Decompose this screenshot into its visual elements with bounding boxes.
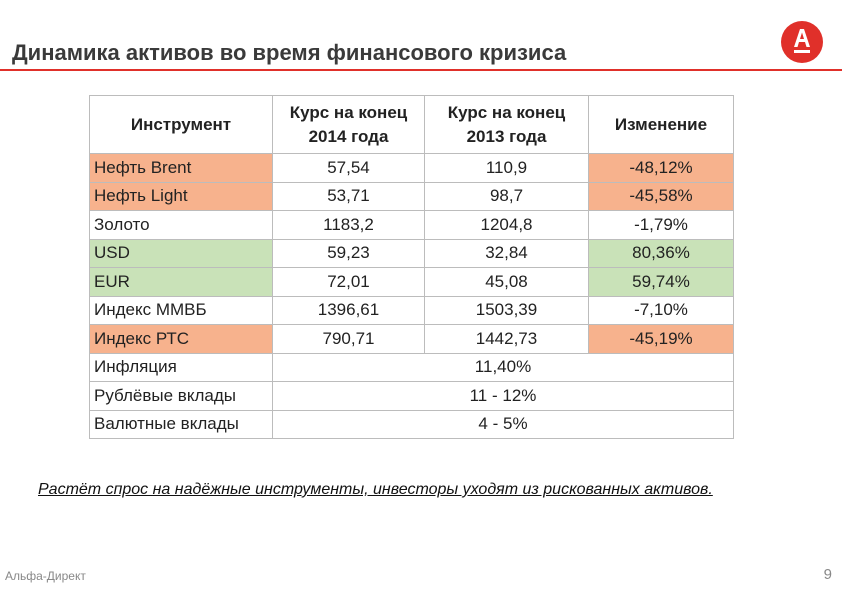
cell: 57,54 [272,153,425,183]
table-row: Нефть Light 53,71 98,7 -45,58% [89,181,734,211]
row-label: Инфляция [89,352,273,382]
cell: 1442,73 [424,324,589,354]
row-label: USD [89,238,273,268]
row-label: EUR [89,267,273,297]
cell: 4 - 5% [272,409,734,439]
cell: -1,79% [588,210,734,240]
cell: 98,7 [424,181,589,211]
cell: 790,71 [272,324,425,354]
cell: -45,19% [588,324,734,354]
page-number: 9 [823,566,832,583]
table-row: Инфляция 11,40% [89,352,734,382]
cell: 1503,39 [424,295,589,325]
cell: 32,84 [424,238,589,268]
cell: 45,08 [424,267,589,297]
footer-brand: Альфа-Директ [5,569,86,583]
cell: 72,01 [272,267,425,297]
row-label: Нефть Brent [89,153,273,183]
cell: 1204,8 [424,210,589,240]
cell: 11,40% [272,352,734,382]
table-row: USD 59,23 32,84 80,36% [89,238,734,268]
table-row: Золото 1183,2 1204,8 -1,79% [89,210,734,240]
assets-table: Инструмент Курс на конец 2014 года Курс на… [89,95,734,439]
cell: 80,36% [588,238,734,268]
row-label: Индекс ММВБ [89,295,273,325]
row-label: Индекс РТС [89,324,273,354]
cell: -48,12% [588,153,734,183]
column-header: Курс на конец 2013 года [424,95,589,154]
table-row: Рублёвые вклады 11 - 12% [89,381,734,411]
row-label: Нефть Light [89,181,273,211]
title-rule [0,69,842,71]
table-row: Валютные вклады 4 - 5% [89,409,734,439]
row-label: Золото [89,210,273,240]
cell: 59,23 [272,238,425,268]
table-body: Нефть Brent 57,54 110,9 -48,12% Нефть Light 5… [89,153,734,439]
cell: 11 - 12% [272,381,734,411]
note: Растёт спрос на надёжные инструменты, ин… [38,481,713,498]
cell: 1396,61 [272,295,425,325]
cell: 110,9 [424,153,589,183]
slide-title: Динамика активов во время финансового кр… [12,40,567,65]
row-label: Рублёвые вклады [89,381,273,411]
column-header: Курс на конец 2014 года [272,95,425,154]
cell: -45,58% [588,181,734,211]
header-row: Инструмент Курс на конец 2014 года Курс на… [89,95,734,154]
cell: 53,71 [272,181,425,211]
table-row: Индекс ММВБ 1396,61 1503,39 -7,10% [89,295,734,325]
cell: -7,10% [588,295,734,325]
column-header: Изменение [588,95,734,154]
column-header: Инструмент [89,95,273,154]
cell: 59,74% [588,267,734,297]
row-label: Валютные вклады [89,409,273,439]
table-row: EUR 72,01 45,08 59,74% [89,267,734,297]
table-row: Индекс РТС 790,71 1442,73 -45,19% [89,324,734,354]
cell: 1183,2 [272,210,425,240]
logo [781,21,823,63]
table-row: Нефть Brent 57,54 110,9 -48,12% [89,153,734,183]
